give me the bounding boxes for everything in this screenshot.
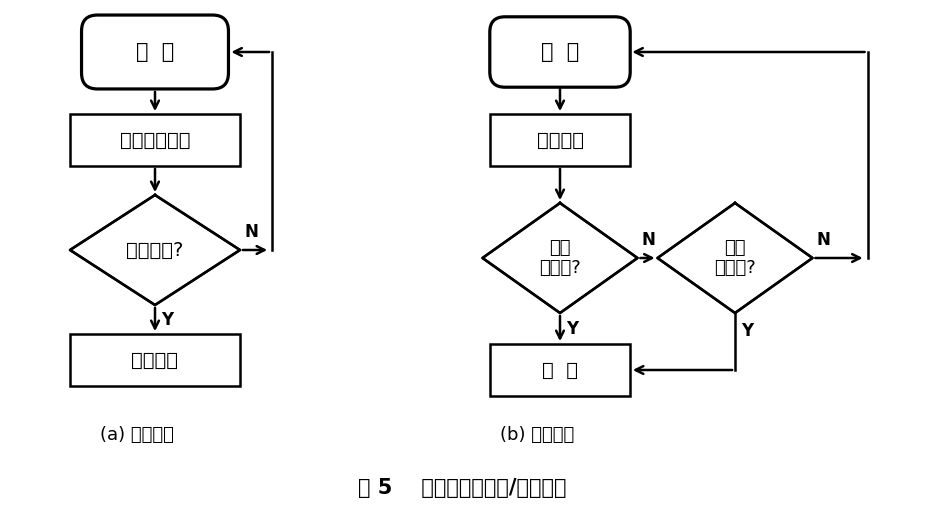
Text: N: N bbox=[642, 231, 656, 249]
FancyBboxPatch shape bbox=[81, 15, 228, 89]
Polygon shape bbox=[483, 203, 637, 313]
Text: Y: Y bbox=[566, 319, 578, 337]
Text: 图 5    预约延时算法主/从机流程: 图 5 预约延时算法主/从机流程 bbox=[358, 478, 566, 498]
Text: 主机
有回应?: 主机 有回应? bbox=[539, 239, 581, 277]
Polygon shape bbox=[70, 195, 240, 305]
Text: N: N bbox=[817, 231, 831, 249]
Text: 重传
次数到?: 重传 次数到? bbox=[714, 239, 756, 277]
Text: 发送数据: 发送数据 bbox=[536, 130, 584, 150]
Bar bbox=[490, 114, 630, 166]
Text: Y: Y bbox=[161, 311, 173, 329]
FancyBboxPatch shape bbox=[490, 17, 630, 87]
Bar bbox=[70, 334, 240, 386]
Text: 回应确认: 回应确认 bbox=[131, 351, 179, 369]
Text: 校验正确?: 校验正确? bbox=[127, 241, 184, 260]
Text: Y: Y bbox=[741, 322, 753, 340]
Bar bbox=[70, 114, 240, 166]
Text: 开  始: 开 始 bbox=[136, 42, 174, 62]
Text: N: N bbox=[244, 223, 258, 241]
Bar bbox=[490, 344, 630, 396]
Text: 开  始: 开 始 bbox=[541, 42, 579, 62]
Text: (b) 从机流程: (b) 从机流程 bbox=[500, 426, 574, 444]
Text: 休  眠: 休 眠 bbox=[542, 360, 578, 380]
Polygon shape bbox=[658, 203, 812, 313]
Text: (a) 主机流程: (a) 主机流程 bbox=[100, 426, 174, 444]
Text: 接收标签数据: 接收标签数据 bbox=[119, 130, 191, 150]
